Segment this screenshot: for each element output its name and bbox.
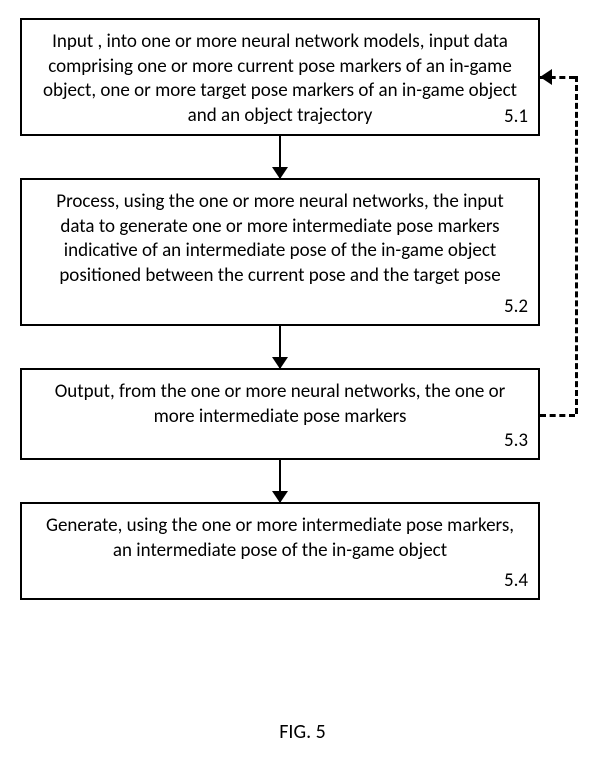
step-5-2-text: Process, using the one or more neural ne… xyxy=(56,190,504,287)
feedback-seg-v xyxy=(575,76,578,414)
step-5-1-label: 5.1 xyxy=(504,105,528,130)
arrow-5-2-to-5-3 xyxy=(279,326,281,368)
feedback-seg-h1 xyxy=(540,414,575,417)
feedback-arrowhead xyxy=(540,69,552,85)
step-5-3-text: Output, from the one or more neural netw… xyxy=(55,380,506,428)
step-5-2-label: 5.2 xyxy=(504,295,528,320)
step-5-1: Input , into one or more neural network … xyxy=(20,18,540,136)
step-5-3: Output, from the one or more neural netw… xyxy=(20,368,540,460)
step-5-3-label: 5.3 xyxy=(504,429,528,454)
arrow-5-1-to-5-2 xyxy=(279,136,281,178)
step-5-2: Process, using the one or more neural ne… xyxy=(20,178,540,326)
flowchart-container: Input , into one or more neural network … xyxy=(0,0,605,780)
step-5-4: Generate, using the one or more intermed… xyxy=(20,502,540,600)
step-5-1-text: Input , into one or more neural network … xyxy=(43,30,517,127)
step-5-4-label: 5.4 xyxy=(504,569,528,594)
step-5-4-text: Generate, using the one or more intermed… xyxy=(46,514,514,562)
arrow-5-3-to-5-4 xyxy=(279,460,281,502)
figure-caption: FIG. 5 xyxy=(0,720,605,744)
